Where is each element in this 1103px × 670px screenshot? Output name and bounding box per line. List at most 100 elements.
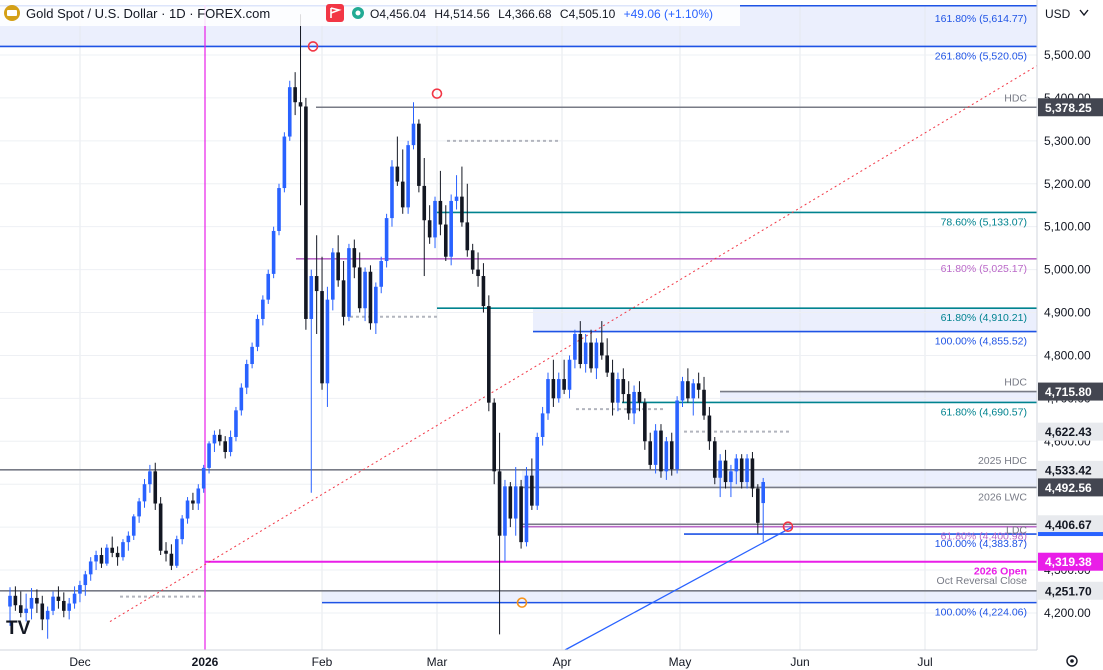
candle-body[interactable] (309, 276, 314, 319)
candle-body[interactable] (524, 475, 529, 543)
support-trendline[interactable] (564, 526, 793, 651)
candle-body[interactable] (29, 597, 34, 609)
candle-body[interactable] (626, 394, 631, 414)
candle-body[interactable] (67, 603, 71, 611)
price-tag[interactable]: 4,319.38 (1045, 555, 1092, 569)
candle-body[interactable] (261, 299, 265, 319)
candle-body[interactable] (417, 123, 421, 186)
candle-body[interactable] (691, 383, 696, 399)
candle-body[interactable] (293, 87, 297, 103)
candle-body[interactable] (99, 555, 104, 564)
price-tag[interactable]: 4,715.80 (1045, 385, 1092, 399)
candle-body[interactable] (567, 359, 572, 390)
candle-body[interactable] (325, 299, 330, 384)
candle-body[interactable] (535, 436, 540, 506)
candle-body[interactable] (352, 248, 357, 268)
candle-body[interactable] (51, 596, 55, 611)
candle-body[interactable] (750, 458, 755, 489)
candle-body[interactable] (271, 230, 276, 274)
candle-body[interactable] (347, 248, 351, 317)
candle-body[interactable] (158, 503, 163, 551)
price-tag[interactable]: 5,378.25 (1045, 101, 1092, 115)
price-tag[interactable]: 4,533.42 (1045, 463, 1092, 477)
candle-body[interactable] (287, 87, 292, 137)
candle-body[interactable] (616, 379, 620, 403)
candle-body[interactable] (756, 488, 760, 523)
candle-body[interactable] (126, 535, 131, 543)
candle-body[interactable] (503, 486, 507, 536)
candle-body[interactable] (336, 252, 340, 281)
candle-body[interactable] (131, 516, 136, 536)
candle-body[interactable] (341, 280, 346, 317)
candle-body[interactable] (476, 269, 480, 277)
candle-body[interactable] (540, 413, 545, 437)
candle-body[interactable] (277, 188, 281, 231)
candle-body[interactable] (105, 547, 109, 564)
candle-body[interactable] (153, 471, 158, 504)
candle-body[interactable] (449, 200, 453, 257)
candle-body[interactable] (637, 391, 642, 403)
candle-body[interactable] (454, 196, 459, 201)
candle-body[interactable] (519, 486, 523, 543)
candle-body[interactable] (406, 145, 410, 208)
candle-body[interactable] (556, 379, 561, 399)
candle-body[interactable] (13, 595, 18, 606)
candle-body[interactable] (164, 550, 168, 554)
flag-icon[interactable] (326, 4, 344, 22)
price-tag[interactable]: 4,251.70 (1045, 584, 1092, 598)
candle-body[interactable] (169, 553, 174, 566)
candle-body[interactable] (88, 561, 93, 575)
candle-body[interactable] (174, 539, 179, 566)
candle-body[interactable] (223, 441, 227, 453)
candle-body[interactable] (600, 342, 604, 356)
candle-body[interactable] (250, 346, 254, 365)
candle-body[interactable] (497, 471, 502, 536)
candle-body[interactable] (298, 102, 303, 107)
candle-body[interactable] (320, 291, 324, 384)
candle-body[interactable] (487, 306, 491, 403)
candle-body[interactable] (460, 196, 464, 223)
candle-body[interactable] (185, 500, 190, 519)
candle-body[interactable] (196, 488, 201, 504)
candle-body[interactable] (368, 271, 373, 324)
candle-body[interactable] (201, 467, 206, 489)
candle-body[interactable] (395, 166, 400, 182)
candle-body[interactable] (470, 250, 475, 270)
candle-body[interactable] (374, 286, 378, 324)
chevron-down-icon[interactable] (1079, 9, 1089, 17)
candle-body[interactable] (137, 501, 141, 517)
candle-body[interactable] (610, 372, 615, 403)
candle-body[interactable] (664, 441, 669, 472)
candle-body[interactable] (729, 471, 733, 483)
candle-body[interactable] (589, 342, 593, 369)
pivot-marker[interactable] (307, 41, 319, 52)
candle-body[interactable] (148, 471, 152, 485)
candle-body[interactable] (8, 595, 12, 607)
candle-body[interactable] (180, 518, 184, 540)
candle-body[interactable] (648, 441, 653, 465)
candle-body[interactable] (546, 379, 550, 414)
candle-body[interactable] (379, 261, 384, 287)
candle-body[interactable] (573, 333, 577, 360)
candle-body[interactable] (239, 387, 244, 411)
candle-body[interactable] (72, 593, 77, 604)
candle-body[interactable] (411, 123, 416, 146)
price-tag[interactable]: 4,406.67 (1045, 518, 1092, 532)
candle-body[interactable] (723, 460, 728, 483)
candle-body[interactable] (255, 318, 260, 347)
candle-body[interactable] (24, 608, 28, 613)
candle-body[interactable] (314, 276, 319, 292)
candle-body[interactable] (427, 220, 432, 238)
candle-body[interactable] (142, 484, 147, 502)
candle-body[interactable] (680, 381, 685, 401)
candle-body[interactable] (390, 166, 394, 219)
candle-body[interactable] (62, 600, 66, 611)
candle-body[interactable] (712, 441, 717, 478)
candle-body[interactable] (702, 389, 706, 416)
candle-body[interactable] (696, 383, 701, 390)
candle-body[interactable] (363, 271, 367, 309)
candle-body[interactable] (745, 458, 749, 483)
candle-body[interactable] (686, 381, 690, 399)
candle-body[interactable] (331, 252, 335, 300)
